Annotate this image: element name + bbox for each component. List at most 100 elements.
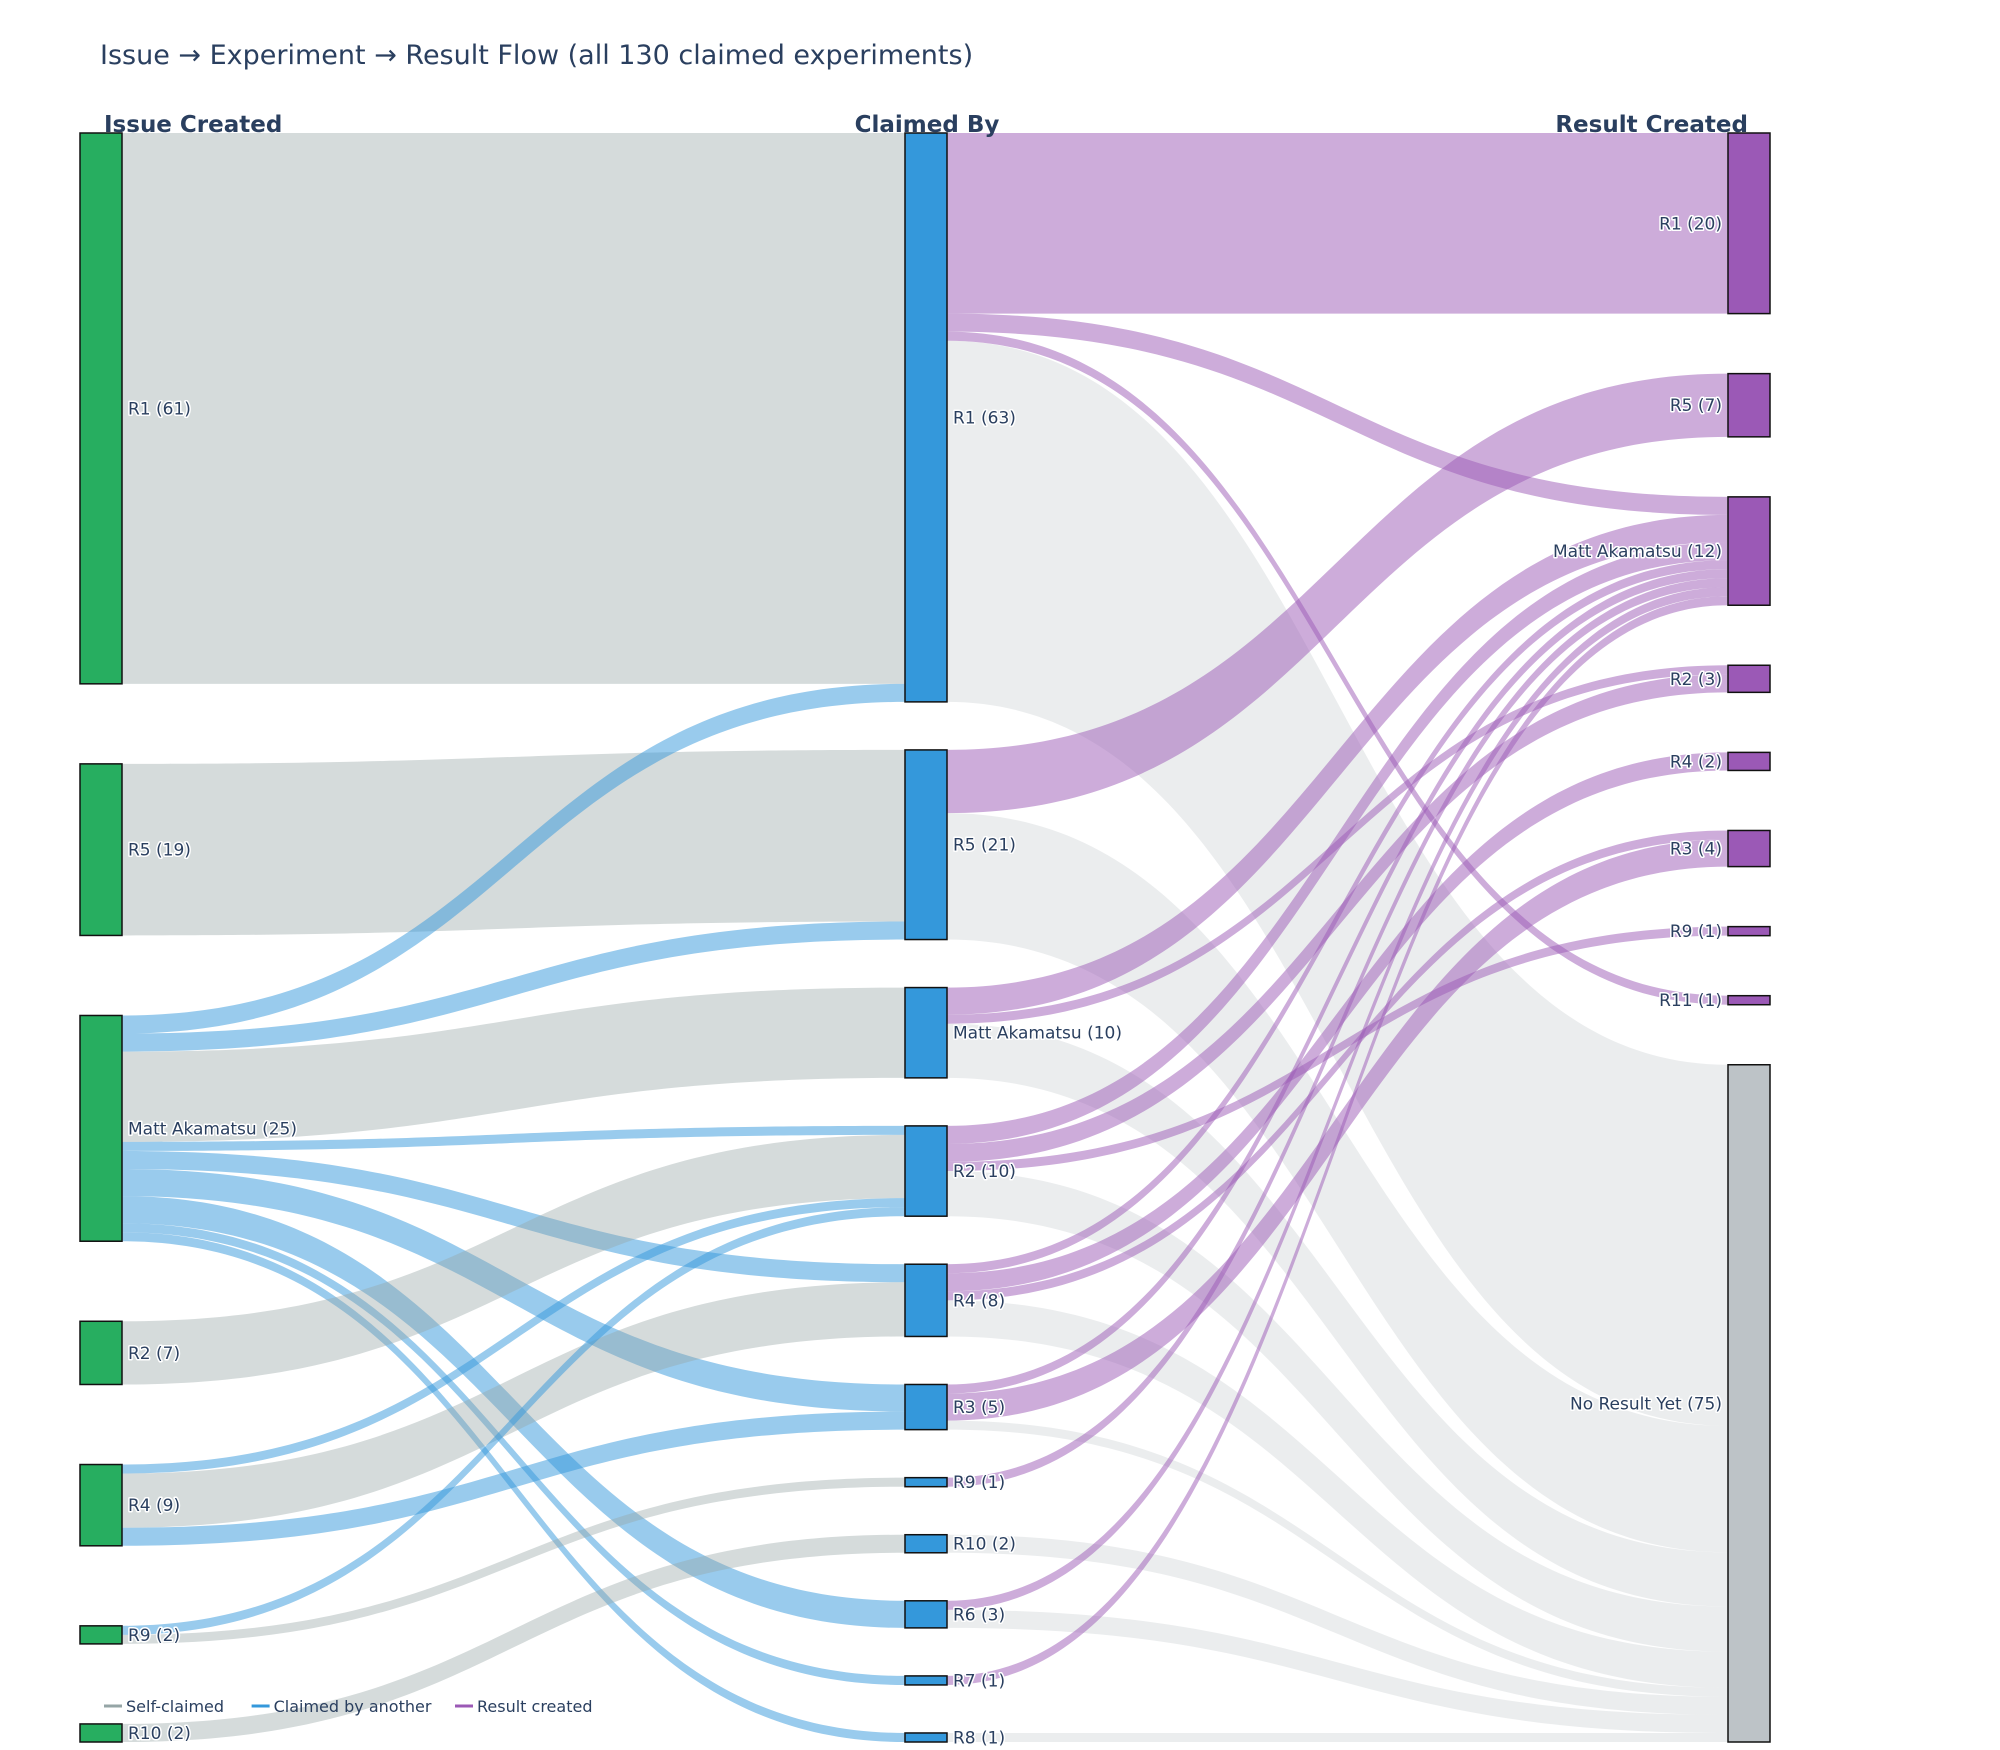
node-label-i_R5: R5 (19) <box>128 841 191 861</box>
link-c_R3-to-r_Matt[interactable] <box>947 569 1728 1394</box>
link-c_R3-to-r_R3[interactable] <box>947 839 1728 1421</box>
link-c_R4-to-r_Matt[interactable] <box>947 560 1728 1274</box>
link-c_Matt-to-r_None[interactable] <box>947 1023 1728 1607</box>
link-c_R4-to-r_R4[interactable] <box>947 752 1728 1292</box>
node-r_R4[interactable] <box>1727 751 1771 772</box>
node-r_R5[interactable] <box>1727 372 1771 438</box>
node-r_R3[interactable] <box>1727 829 1771 868</box>
node-label-r_R1: R1 (20) <box>1659 214 1722 234</box>
node-label-i_R10: R10 (2) <box>128 1724 191 1744</box>
legend-label-2[interactable]: Result created <box>477 1697 592 1716</box>
node-i_R4[interactable] <box>79 1463 123 1547</box>
link-c_R2-to-r_None[interactable] <box>947 1171 1728 1652</box>
link-i_Matt-to-c_R5[interactable] <box>122 921 905 1052</box>
node-label-r_R2: R2 (3) <box>1670 670 1722 690</box>
node-label-i_R9: R9 (2) <box>128 1626 180 1646</box>
node-r_None[interactable] <box>1727 1064 1771 1743</box>
node-i_R10[interactable] <box>79 1723 123 1743</box>
link-i_R4-to-c_R4[interactable] <box>122 1282 905 1528</box>
link-c_R2-to-r_Matt[interactable] <box>947 542 1728 1144</box>
node-c_Matt[interactable] <box>904 986 948 1079</box>
link-c_R4-to-r_R3[interactable] <box>947 830 1728 1301</box>
column-title-issue-created: Issue Created <box>104 112 282 138</box>
node-label-c_R9: R9 (1) <box>953 1473 1005 1493</box>
legend-label-0[interactable]: Self-claimed <box>126 1697 224 1716</box>
link-c_R1-to-r_None[interactable] <box>947 340 1728 1426</box>
link-c_R6-to-r_None[interactable] <box>947 1609 1728 1733</box>
node-c_R4[interactable] <box>904 1263 948 1338</box>
link-i_R9-to-c_R9[interactable] <box>122 1477 905 1644</box>
link-i_Matt-to-c_R1[interactable] <box>122 683 905 1034</box>
link-i_Matt-to-c_R7[interactable] <box>122 1223 905 1685</box>
node-label-c_Matt: Matt Akamatsu (10) <box>953 1024 1122 1044</box>
link-i_R2-to-c_R2[interactable] <box>122 1134 905 1385</box>
node-r_R1[interactable] <box>1727 132 1771 315</box>
link-i_Matt-to-c_R6[interactable] <box>122 1196 905 1628</box>
node-c_R5[interactable] <box>904 749 948 941</box>
column-title-result-created: Result Created <box>1555 112 1748 138</box>
link-i_R4-to-c_R3[interactable] <box>122 1411 905 1546</box>
node-i_R1[interactable] <box>79 132 123 685</box>
node-i_R2[interactable] <box>79 1320 123 1386</box>
link-i_R4-to-c_R2[interactable] <box>122 1198 905 1474</box>
node-r_R9[interactable] <box>1727 925 1771 937</box>
link-c_R1-to-r_R11[interactable] <box>947 331 1728 1005</box>
link-c_R4-to-r_None[interactable] <box>947 1300 1728 1688</box>
link-c_Matt-to-r_Matt[interactable] <box>947 514 1728 1015</box>
node-label-c_R1: R1 (63) <box>953 408 1016 428</box>
links-layer <box>122 133 1728 1742</box>
node-label-c_R10: R10 (2) <box>953 1535 1016 1555</box>
link-c_R5-to-r_R5[interactable] <box>947 373 1728 814</box>
link-c_R10-to-r_None[interactable] <box>947 1534 1728 1715</box>
labels-layer: R1 (61) R5 (19) Matt Akamatsu (25) R2 (7) R4… <box>127 213 1724 1750</box>
link-i_Matt-to-c_Matt[interactable] <box>122 987 905 1142</box>
link-c_R2-to-r_R9[interactable] <box>947 926 1728 1172</box>
link-i_R10-to-c_R10[interactable] <box>122 1534 905 1742</box>
node-c_R8[interactable] <box>904 1732 948 1743</box>
node-c_R6[interactable] <box>904 1600 948 1629</box>
node-label-i_R2: R2 (7) <box>128 1344 180 1364</box>
link-c_R7-to-r_Matt[interactable] <box>947 596 1728 1685</box>
legend-label-1[interactable]: Claimed by another <box>274 1697 432 1716</box>
node-label-r_Matt: Matt Akamatsu (12) <box>1553 542 1722 562</box>
node-label-r_R5: R5 (7) <box>1670 396 1722 416</box>
node-c_R9[interactable] <box>904 1476 948 1488</box>
node-label-r_None: No Result Yet (75) <box>1570 1394 1722 1414</box>
node-label-c_R7: R7 (1) <box>953 1671 1005 1691</box>
node-c_R7[interactable] <box>904 1675 948 1686</box>
node-i_R5[interactable] <box>79 763 123 937</box>
link-c_R1-to-r_Matt[interactable] <box>947 313 1728 515</box>
node-label-c_R3: R3 (5) <box>953 1398 1005 1418</box>
node-c_R3[interactable] <box>904 1383 948 1431</box>
node-i_Matt[interactable] <box>79 1014 123 1242</box>
link-i_R9-to-c_R2[interactable] <box>122 1207 905 1635</box>
node-label-i_R4: R4 (9) <box>128 1496 180 1516</box>
node-label-c_R6: R6 (3) <box>953 1605 1005 1625</box>
link-c_R8-to-r_None[interactable] <box>947 1732 1728 1742</box>
node-label-c_R4: R4 (8) <box>953 1291 1005 1311</box>
link-c_R5-to-r_None[interactable] <box>947 813 1728 1553</box>
node-label-c_R2: R2 (10) <box>953 1162 1016 1182</box>
link-i_R5-to-c_R5[interactable] <box>122 749 905 936</box>
node-label-r_R11: R11 (1) <box>1659 991 1722 1011</box>
link-i_R1-to-c_R1[interactable] <box>122 133 905 684</box>
node-c_R2[interactable] <box>904 1125 948 1217</box>
link-i_Matt-to-c_R3[interactable] <box>122 1168 905 1412</box>
nodes-layer <box>79 132 1771 1743</box>
node-label-r_R9: R9 (1) <box>1670 922 1722 942</box>
node-c_R10[interactable] <box>904 1533 948 1554</box>
legend: Self-claimed Claimed by another Result cre… <box>104 1697 592 1716</box>
node-i_R9[interactable] <box>79 1625 123 1645</box>
node-r_R2[interactable] <box>1727 664 1771 694</box>
link-c_R9-to-r_Matt[interactable] <box>947 578 1728 1487</box>
link-i_Matt-to-c_R4[interactable] <box>122 1150 905 1283</box>
node-c_R1[interactable] <box>904 132 948 703</box>
link-c_R3-to-r_None[interactable] <box>947 1420 1728 1697</box>
node-r_R11[interactable] <box>1727 994 1771 1006</box>
node-r_Matt[interactable] <box>1727 496 1771 606</box>
link-i_Matt-to-c_R2[interactable] <box>122 1125 905 1151</box>
link-c_R1-to-r_R1[interactable] <box>947 133 1728 314</box>
link-c_R6-to-r_Matt[interactable] <box>947 587 1728 1610</box>
column-title-claimed-by: Claimed By <box>855 112 1000 138</box>
